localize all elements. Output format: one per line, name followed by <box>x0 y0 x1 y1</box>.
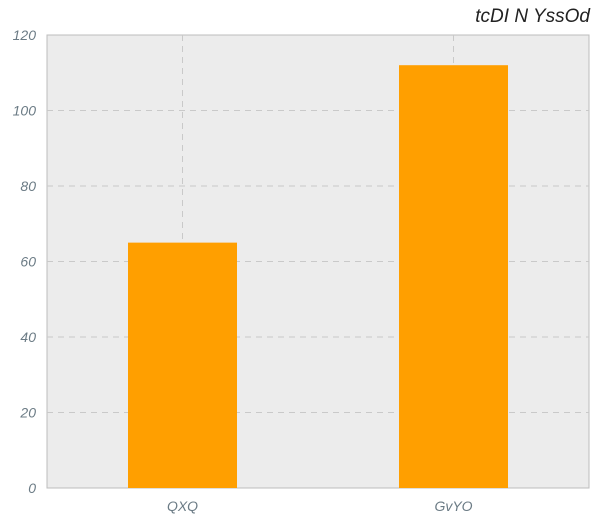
x-tick-label-QXQ: QXQ <box>167 498 198 514</box>
y-tick-label-100: 100 <box>13 103 37 119</box>
y-tick-label-80: 80 <box>20 178 36 194</box>
bar-GvYO <box>399 65 508 488</box>
chart-title: tcDI N YssOd <box>475 6 590 27</box>
y-tick-label-120: 120 <box>13 27 37 43</box>
y-tick-label-20: 20 <box>19 405 36 421</box>
y-tick-label-0: 0 <box>28 480 36 496</box>
bar-QXQ <box>128 242 237 488</box>
y-tick-label-60: 60 <box>20 254 36 270</box>
y-tick-label-40: 40 <box>20 329 36 345</box>
x-tick-label-GvYO: GvYO <box>434 498 472 514</box>
